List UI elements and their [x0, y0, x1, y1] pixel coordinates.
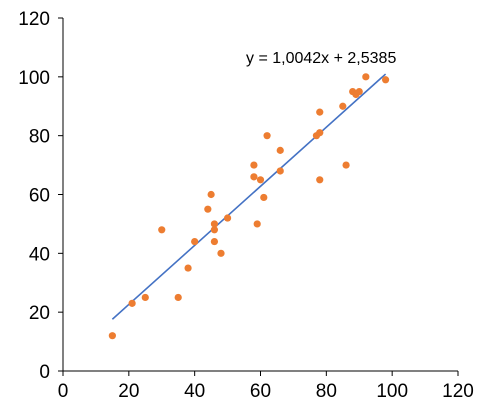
y-tick-label: 20: [29, 303, 50, 324]
data-point: [381, 76, 390, 84]
data-point: [158, 226, 166, 234]
x-tick-label: 40: [184, 381, 205, 402]
data-point: [276, 146, 284, 154]
data-point: [217, 249, 225, 257]
data-point: [207, 190, 215, 199]
trendline: [111, 73, 387, 320]
y-tick-label: 40: [29, 244, 50, 265]
data-point: [108, 332, 116, 340]
data-point: [204, 205, 212, 213]
data-point: [339, 102, 347, 110]
data-point: [342, 161, 350, 169]
data-point: [256, 176, 265, 184]
data-point: [210, 226, 219, 234]
x-tick-label: 20: [118, 381, 139, 402]
y-tick-label: 60: [29, 186, 50, 207]
y-tick-label: 100: [18, 68, 50, 89]
data-point: [263, 132, 271, 140]
axes-layer: [58, 17, 459, 376]
data-point: [174, 293, 182, 302]
data-point: [210, 220, 219, 228]
x-tick-label: 0: [58, 381, 69, 402]
trendline-layer: [111, 73, 387, 320]
data-point: [253, 220, 261, 228]
data-point: [128, 299, 136, 307]
data-point: [362, 73, 370, 81]
y-tick-label: 0: [39, 362, 50, 383]
x-tick-label: 80: [316, 381, 337, 402]
x-tick-label: 120: [442, 381, 474, 402]
data-point: [250, 173, 258, 181]
data-point: [355, 87, 363, 96]
data-point: [316, 176, 324, 184]
data-point: [260, 193, 268, 202]
data-point: [184, 264, 192, 272]
y-tick-label: 120: [18, 9, 50, 30]
x-tick-label: 100: [376, 381, 408, 402]
data-point: [316, 129, 324, 137]
data-point: [316, 108, 324, 116]
data-point: [250, 161, 258, 169]
data-point: [210, 237, 219, 246]
tick-labels: 0 20 40 60 80 100 120 0 20 40 60 80 100 120: [18, 9, 474, 402]
data-point: [141, 293, 149, 302]
points-layer: [108, 73, 390, 340]
x-tick-label: 60: [250, 381, 271, 402]
y-tick-label: 80: [29, 127, 50, 148]
trendline-equation: y = 1,0042x + 2,5385: [246, 50, 396, 67]
data-point: [191, 237, 199, 246]
data-point: [223, 214, 232, 222]
data-point: [276, 167, 284, 175]
